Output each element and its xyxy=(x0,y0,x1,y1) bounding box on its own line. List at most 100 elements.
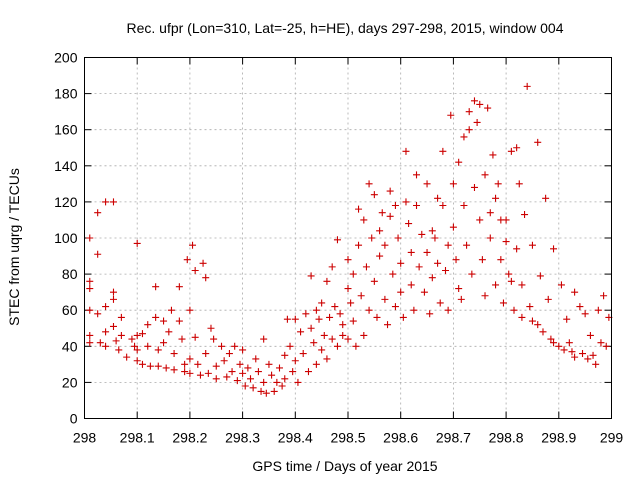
data-point xyxy=(191,333,199,341)
data-point xyxy=(397,259,405,267)
data-point xyxy=(273,378,281,386)
data-point xyxy=(360,331,368,339)
data-point xyxy=(160,339,168,347)
data-point xyxy=(463,241,471,249)
y-tick-label: 140 xyxy=(54,158,78,174)
data-point xyxy=(86,306,94,314)
data-point xyxy=(349,317,357,325)
data-point xyxy=(513,144,521,152)
data-point xyxy=(444,306,452,314)
data-point xyxy=(175,317,183,325)
data-point xyxy=(181,360,189,368)
data-point xyxy=(389,270,397,278)
data-point xyxy=(355,205,363,213)
data-point xyxy=(115,346,123,354)
plot-frame xyxy=(84,57,612,419)
data-point xyxy=(278,382,286,390)
data-point xyxy=(181,368,189,376)
data-point xyxy=(521,211,529,219)
data-point xyxy=(415,263,423,271)
data-point xyxy=(102,342,110,350)
data-point xyxy=(102,303,110,311)
data-point xyxy=(568,348,576,356)
data-point xyxy=(146,362,154,370)
data-point xyxy=(413,202,421,210)
y-tick-label: 60 xyxy=(62,302,78,318)
data-point xyxy=(257,387,265,395)
data-point xyxy=(357,292,365,300)
data-point xyxy=(86,331,94,339)
data-point xyxy=(565,339,573,347)
data-point xyxy=(449,180,457,188)
data-point xyxy=(486,209,494,217)
data-point xyxy=(426,310,434,318)
data-point xyxy=(281,375,289,383)
data-point xyxy=(194,360,202,368)
data-point xyxy=(318,346,326,354)
data-point xyxy=(86,285,94,293)
data-points xyxy=(86,82,613,397)
data-point xyxy=(468,270,476,278)
data-point xyxy=(144,342,152,350)
data-point xyxy=(465,108,473,116)
data-point xyxy=(370,191,378,199)
data-point xyxy=(154,346,162,354)
data-point xyxy=(539,328,547,336)
data-point xyxy=(336,310,344,318)
data-point xyxy=(328,335,336,343)
data-point xyxy=(323,277,331,285)
data-point xyxy=(133,331,141,339)
data-point xyxy=(386,187,394,195)
data-point xyxy=(191,266,199,274)
data-point xyxy=(344,335,352,343)
x-tick-label: 298.6 xyxy=(383,430,418,446)
data-point xyxy=(586,331,594,339)
data-point xyxy=(355,241,363,249)
data-point xyxy=(428,227,436,235)
data-point xyxy=(265,360,273,368)
data-point xyxy=(397,288,405,296)
data-point xyxy=(602,342,610,350)
data-point xyxy=(170,366,178,374)
data-point xyxy=(542,194,550,202)
data-point xyxy=(515,180,523,188)
data-point xyxy=(312,360,320,368)
data-point xyxy=(262,389,270,397)
data-point xyxy=(152,283,160,291)
data-point xyxy=(349,270,357,278)
data-point xyxy=(291,357,299,365)
data-point xyxy=(94,310,102,318)
x-tick-label: 298.3 xyxy=(225,430,260,446)
data-point xyxy=(133,346,141,354)
data-point xyxy=(186,306,194,314)
y-tick-label: 20 xyxy=(62,374,78,390)
data-point xyxy=(210,335,218,343)
data-point xyxy=(186,355,194,363)
data-point xyxy=(117,313,125,321)
data-point xyxy=(405,220,413,228)
data-point xyxy=(423,180,431,188)
data-point xyxy=(183,256,191,264)
data-point xyxy=(231,342,239,350)
data-point xyxy=(528,241,536,249)
data-point xyxy=(484,104,492,112)
data-point xyxy=(528,317,536,325)
data-point xyxy=(494,180,502,188)
data-point xyxy=(460,202,468,210)
data-point xyxy=(344,256,352,264)
data-point xyxy=(109,322,117,330)
data-point xyxy=(109,198,117,206)
data-point xyxy=(189,241,197,249)
data-point xyxy=(386,212,394,220)
data-point xyxy=(199,259,207,267)
y-tick-label: 180 xyxy=(54,86,78,102)
data-point xyxy=(502,216,510,224)
data-point xyxy=(94,250,102,258)
data-point xyxy=(86,277,94,285)
data-point xyxy=(373,313,381,321)
data-point xyxy=(571,353,579,361)
data-point xyxy=(550,339,558,347)
data-point xyxy=(534,138,542,146)
data-point xyxy=(109,288,117,296)
data-point xyxy=(131,342,139,350)
